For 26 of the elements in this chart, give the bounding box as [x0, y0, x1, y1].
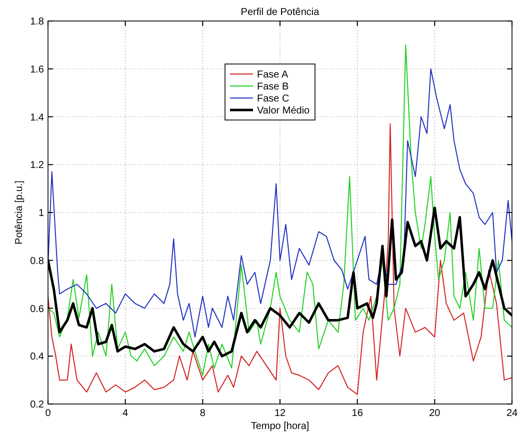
legend-label: Fase C [257, 94, 290, 104]
x-tick-label: 16 [352, 408, 364, 419]
line-series [48, 68, 512, 338]
x-tick-label: 8 [200, 408, 206, 419]
x-tick-label: 12 [274, 408, 286, 419]
y-tick-label: 1.6 [30, 64, 44, 76]
y-tick-label: 0.8 [30, 256, 44, 267]
x-tick-label: 0 [45, 408, 52, 419]
line-series [48, 123, 512, 395]
line-series [48, 44, 512, 376]
y-tick-label: 0.6 [30, 304, 44, 315]
chart-title: Perfil de Potência [240, 7, 320, 18]
y-tick-label: 1.8 [30, 16, 44, 28]
x-tick-label: 24 [506, 408, 518, 419]
y-tick-label: 0.4 [30, 352, 44, 363]
y-tick-label: 1 [38, 208, 44, 219]
y-tick-label: 1.4 [30, 112, 44, 124]
x-tick-label: 20 [429, 408, 441, 419]
x-axis-title: Tempo [hora] [250, 421, 310, 432]
legend-label: Valor Médio [257, 106, 310, 116]
legend-label: Fase A [257, 70, 288, 80]
legend-label: Fase B [257, 82, 290, 92]
y-tick-label: 0.2 [30, 400, 44, 410]
y-axis-title: Potência [p.u.] [14, 180, 25, 244]
y-tick-label: 1.2 [30, 160, 44, 172]
x-tick-label: 4 [122, 408, 129, 419]
